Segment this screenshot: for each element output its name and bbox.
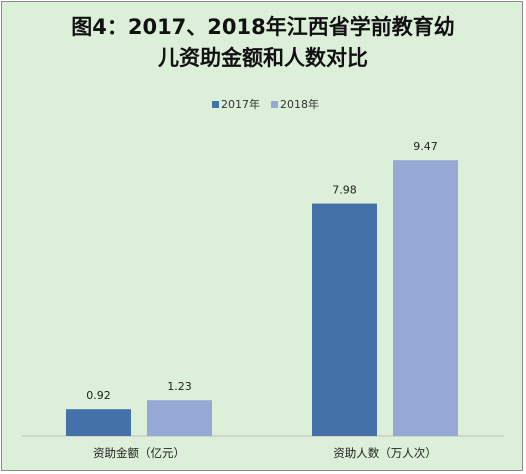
bar-2018-amount xyxy=(147,400,212,436)
category-label-amount: 资助金额（亿元） xyxy=(93,446,185,460)
bar-2017-people xyxy=(312,203,377,436)
category-label-people: 资助人数（万人次） xyxy=(333,446,437,460)
bar-2018-people xyxy=(393,160,458,437)
value-labels-group: 0.92 1.23 7.98 9.47 xyxy=(86,140,438,402)
value-label-2017-people: 7.98 xyxy=(332,184,357,197)
bar-2017-amount xyxy=(66,409,131,436)
legend: 2017年 2018年 xyxy=(212,97,319,111)
value-label-2018-people: 9.47 xyxy=(413,140,438,153)
legend-label-2018: 2018年 xyxy=(280,97,319,111)
bars-group xyxy=(66,160,458,437)
legend-swatch-2018 xyxy=(271,101,278,108)
chart-title-line-2: 儿资助金额和人数对比 xyxy=(158,46,368,70)
value-label-2018-amount: 1.23 xyxy=(167,380,192,393)
chart-title: 图4：2017、2018年江西省学前教育幼 儿资助金额和人数对比 xyxy=(0,12,526,74)
chart-title-line-1: 图4：2017、2018年江西省学前教育幼 xyxy=(71,15,455,39)
value-label-2017-amount: 0.92 xyxy=(86,389,111,402)
legend-swatch-2017 xyxy=(212,101,219,108)
legend-label-2017: 2017年 xyxy=(221,97,260,111)
